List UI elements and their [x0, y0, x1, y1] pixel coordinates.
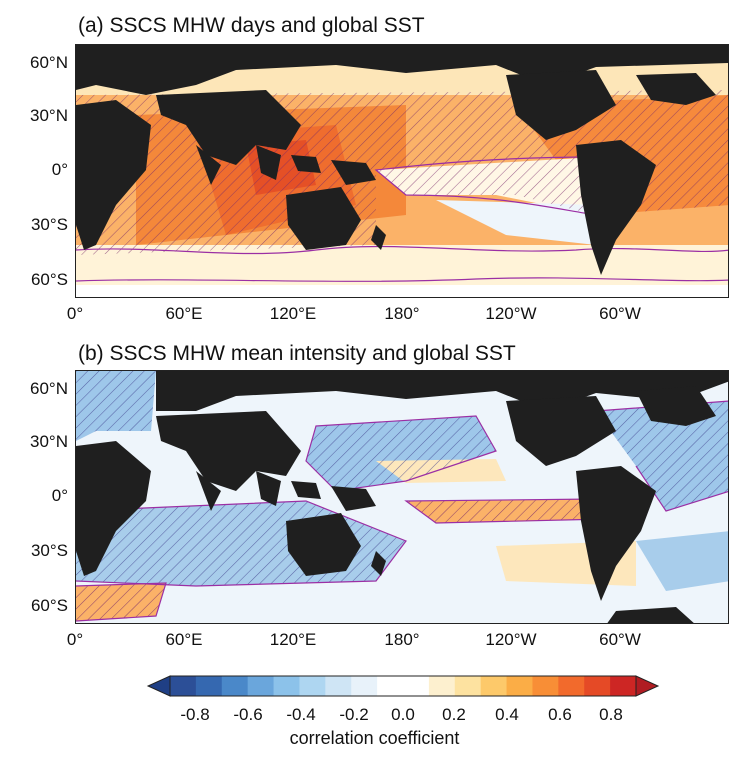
panel-a-map	[75, 44, 729, 298]
colorbar-tick-minus-0-2: -0.2	[339, 705, 369, 724]
colorbar-segment	[506, 676, 533, 696]
colorbar-segment	[195, 676, 223, 696]
colorbar-extend-low	[146, 675, 171, 697]
panel-b-map-svg	[76, 371, 728, 623]
panel-b-lon-120e: 120°E	[269, 630, 317, 649]
colorbar-segment	[428, 676, 456, 696]
colorbar-segment	[170, 676, 197, 696]
colorbar-segment	[325, 676, 352, 696]
colorbar-segment	[532, 676, 559, 696]
colorbar-frame	[169, 675, 637, 697]
panel-b-map	[75, 370, 729, 624]
panel-b-lat-60s: 60°S	[30, 596, 68, 615]
colorbar-tick-minus-0-4: -0.4	[286, 705, 316, 724]
colorbar-segment	[377, 676, 404, 696]
panel-b-lon-60e: 60°E	[165, 630, 203, 649]
panel-a-title: (a) SSCS MHW days and global SST	[78, 14, 425, 37]
colorbar-tick-0-2: 0.2	[442, 705, 466, 724]
panel-a-land	[76, 45, 728, 275]
colorbar-segment	[273, 676, 300, 696]
panel-b-lat-30n: 30°N	[30, 432, 68, 451]
panel-b-land	[76, 371, 728, 623]
colorbar-segment	[221, 676, 249, 696]
panel-a-lon-60w: 60°W	[599, 304, 641, 323]
panel-a-lat-30s: 30°S	[30, 215, 68, 234]
panel-a-lat-30n: 30°N	[30, 106, 68, 125]
panel-b-title: (b) SSCS MHW mean intensity and global S…	[78, 342, 516, 365]
colorbar-segment	[558, 676, 585, 696]
panel-b-lon-120w: 120°W	[485, 630, 537, 649]
panel-b-lon-60w: 60°W	[599, 630, 641, 649]
colorbar-label: correlation coefficient	[289, 728, 460, 748]
panel-a-lat-60s: 60°S	[30, 270, 68, 289]
colorbar-tick-minus-0-6: -0.6	[233, 705, 263, 724]
panel-a-lon-120w: 120°W	[485, 304, 537, 323]
panel-a-map-svg	[76, 45, 728, 297]
panel-a-lon-60e: 60°E	[165, 304, 203, 323]
colorbar-tick-minus-0-8: -0.8	[180, 705, 210, 724]
panel-b-lat-0: 0°	[51, 486, 68, 505]
colorbar-tick-0-4: 0.4	[495, 705, 519, 724]
colorbar-segment	[247, 676, 275, 696]
colorbar-segment	[454, 676, 482, 696]
colorbar-segment	[403, 676, 430, 696]
colorbar-segment	[299, 676, 326, 696]
colorbar-tick-0-0: 0.0	[391, 705, 415, 724]
panel-b-lat-30s: 30°S	[30, 541, 68, 560]
panel-a-lat-0: 0°	[51, 160, 68, 179]
colorbar-extend-high	[635, 675, 660, 697]
panel-a-lon-0: 0°	[66, 304, 84, 323]
colorbar-segment	[480, 676, 508, 696]
colorbar-segment	[351, 676, 378, 696]
panel-b-lat-60n: 60°N	[30, 379, 68, 398]
colorbar-segment	[610, 676, 637, 696]
panel-a-lon-120e: 120°E	[269, 304, 317, 323]
colorbar-tick-0-8: 0.8	[599, 705, 623, 724]
colorbar-tick-0-6: 0.6	[548, 705, 572, 724]
colorbar	[146, 675, 660, 697]
panel-b-lon-180: 180°	[384, 630, 420, 649]
colorbar-segment	[584, 676, 611, 696]
panel-a-lon-180: 180°	[384, 304, 420, 323]
panel-b-lon-0: 0°	[66, 630, 84, 649]
panel-a-lat-60n: 60°N	[30, 53, 68, 72]
